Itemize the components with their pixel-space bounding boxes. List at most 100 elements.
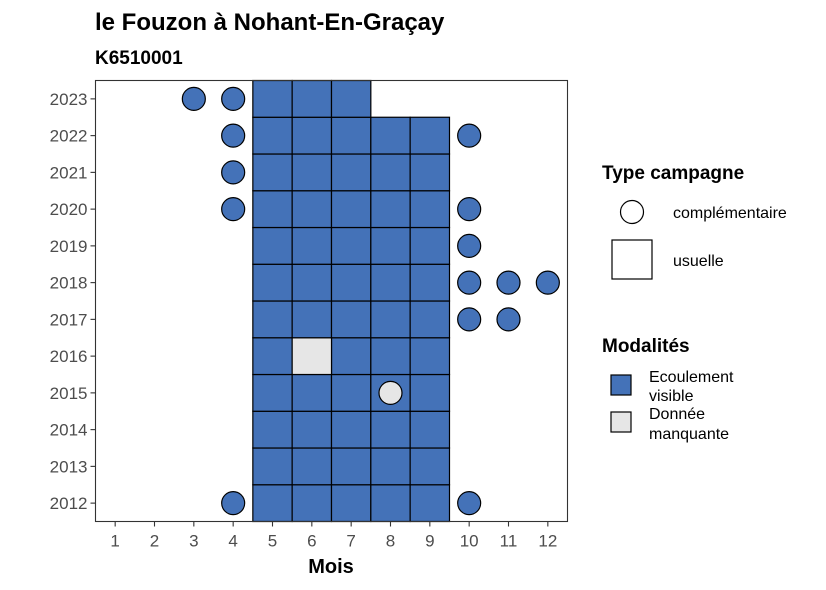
tile-2016-6 — [291, 337, 333, 376]
tile-2019-9 — [409, 226, 451, 265]
tile-2014-8 — [370, 410, 411, 449]
legend-label-donnee-line2: manquante — [649, 426, 729, 443]
usuelle-tiles — [252, 79, 451, 523]
y-tick-label-2021: 2021 — [50, 163, 88, 182]
tile-2017-9 — [409, 300, 451, 339]
tile-2022-8 — [370, 116, 411, 155]
x-axis: 1 2 3 4 5 6 7 8 9 10 11 12 — [110, 521, 557, 551]
tile-2014-6 — [291, 410, 333, 449]
tile-2018-8 — [370, 263, 411, 302]
complementaire-points — [181, 86, 560, 516]
legend-key-complementaire — [619, 199, 645, 225]
point-2022-4 — [221, 123, 246, 148]
tile-2019-5 — [252, 226, 293, 265]
point-2012-4 — [221, 491, 246, 516]
tile-2022-7 — [330, 116, 372, 155]
tile-2017-7 — [330, 300, 372, 339]
y-tick-label-2023: 2023 — [50, 90, 88, 109]
point-2023-4 — [221, 86, 246, 111]
tile-2013-7 — [330, 447, 372, 486]
x-tick-label-2: 2 — [150, 532, 159, 551]
point-2018-10 — [457, 270, 482, 295]
legend-key-donnee-manquante — [610, 411, 632, 433]
plot-panel-border — [94, 79, 569, 523]
x-tick-label-1: 1 — [110, 532, 119, 551]
tile-2017-8 — [370, 300, 411, 339]
tile-2015-6 — [291, 373, 333, 412]
x-tick-label-10: 10 — [460, 532, 479, 551]
tile-2020-7 — [330, 190, 372, 229]
tile-2018-6 — [291, 263, 333, 302]
tile-2018-5 — [252, 263, 293, 302]
tile-2023-7 — [330, 79, 372, 118]
legend-key-usuelle — [611, 239, 653, 280]
point-2018-11 — [496, 270, 521, 295]
legend-title-modalites: Modalités — [602, 336, 690, 357]
tile-2020-9 — [409, 190, 451, 229]
tile-2022-5 — [252, 116, 293, 155]
point-2023-3 — [181, 86, 206, 111]
tile-2021-9 — [409, 153, 451, 192]
legend-label-complementaire: complémentaire — [673, 205, 787, 222]
point-2020-4 — [221, 197, 246, 222]
tile-2023-5 — [252, 79, 293, 118]
tile-2018-7 — [330, 263, 372, 302]
tile-2017-5 — [252, 300, 293, 339]
tile-2023-6 — [291, 79, 333, 118]
tile-2020-6 — [291, 190, 333, 229]
x-tick-label-6: 6 — [307, 532, 316, 551]
legend-label-ecoulement-line2: visible — [649, 388, 694, 405]
tile-2013-5 — [252, 447, 293, 486]
tile-2012-7 — [330, 484, 372, 523]
chart-title: le Fouzon à Nohant-En-Graçay — [95, 9, 445, 36]
point-2021-4 — [221, 160, 246, 185]
tile-2013-6 — [291, 447, 333, 486]
tile-2021-5 — [252, 153, 293, 192]
tile-2012-6 — [291, 484, 333, 523]
point-2015-8 — [378, 380, 403, 405]
x-tick-label-8: 8 — [386, 532, 395, 551]
y-tick-label-2016: 2016 — [50, 347, 88, 366]
tile-2018-9 — [409, 263, 451, 302]
tile-2013-8 — [370, 447, 411, 486]
tile-2022-9 — [409, 116, 451, 155]
y-tick-label-2015: 2015 — [50, 384, 88, 403]
x-tick-label-12: 12 — [538, 532, 557, 551]
point-2022-10 — [457, 123, 482, 148]
tile-2021-8 — [370, 153, 411, 192]
tile-2016-8 — [370, 337, 411, 376]
point-2020-10 — [457, 197, 482, 222]
tile-2012-9 — [409, 484, 451, 523]
tile-2021-7 — [330, 153, 372, 192]
point-2019-10 — [457, 233, 482, 258]
tile-2015-5 — [252, 373, 293, 412]
legend-label-donnee-line1: Donnée — [649, 406, 705, 423]
tile-2014-9 — [409, 410, 451, 449]
point-2017-10 — [457, 307, 482, 332]
tile-2012-8 — [370, 484, 411, 523]
y-tick-label-2022: 2022 — [50, 127, 88, 146]
y-axis: 2012 2013 2014 2015 2016 2017 2018 2019 2020 2021… — [50, 90, 96, 513]
tile-2019-6 — [291, 226, 333, 265]
x-tick-label-5: 5 — [268, 532, 277, 551]
x-axis-title: Mois — [308, 556, 354, 578]
tile-2016-7 — [330, 337, 372, 376]
tile-2021-6 — [291, 153, 333, 192]
tile-2015-7 — [330, 373, 372, 412]
y-tick-label-2018: 2018 — [50, 274, 88, 293]
tile-2020-8 — [370, 190, 411, 229]
legend-title-type: Type campagne — [602, 163, 744, 184]
chart-subtitle: K6510001 — [95, 48, 183, 69]
x-tick-label-3: 3 — [189, 532, 198, 551]
x-tick-label-9: 9 — [425, 532, 434, 551]
tile-2012-5 — [252, 484, 293, 523]
tile-2014-7 — [330, 410, 372, 449]
x-tick-label-7: 7 — [346, 532, 355, 551]
point-2017-11 — [496, 307, 521, 332]
tile-2020-5 — [252, 190, 293, 229]
y-tick-label-2013: 2013 — [50, 457, 88, 476]
tile-2019-8 — [370, 226, 411, 265]
y-tick-label-2019: 2019 — [50, 237, 88, 256]
y-tick-label-2014: 2014 — [50, 421, 88, 440]
